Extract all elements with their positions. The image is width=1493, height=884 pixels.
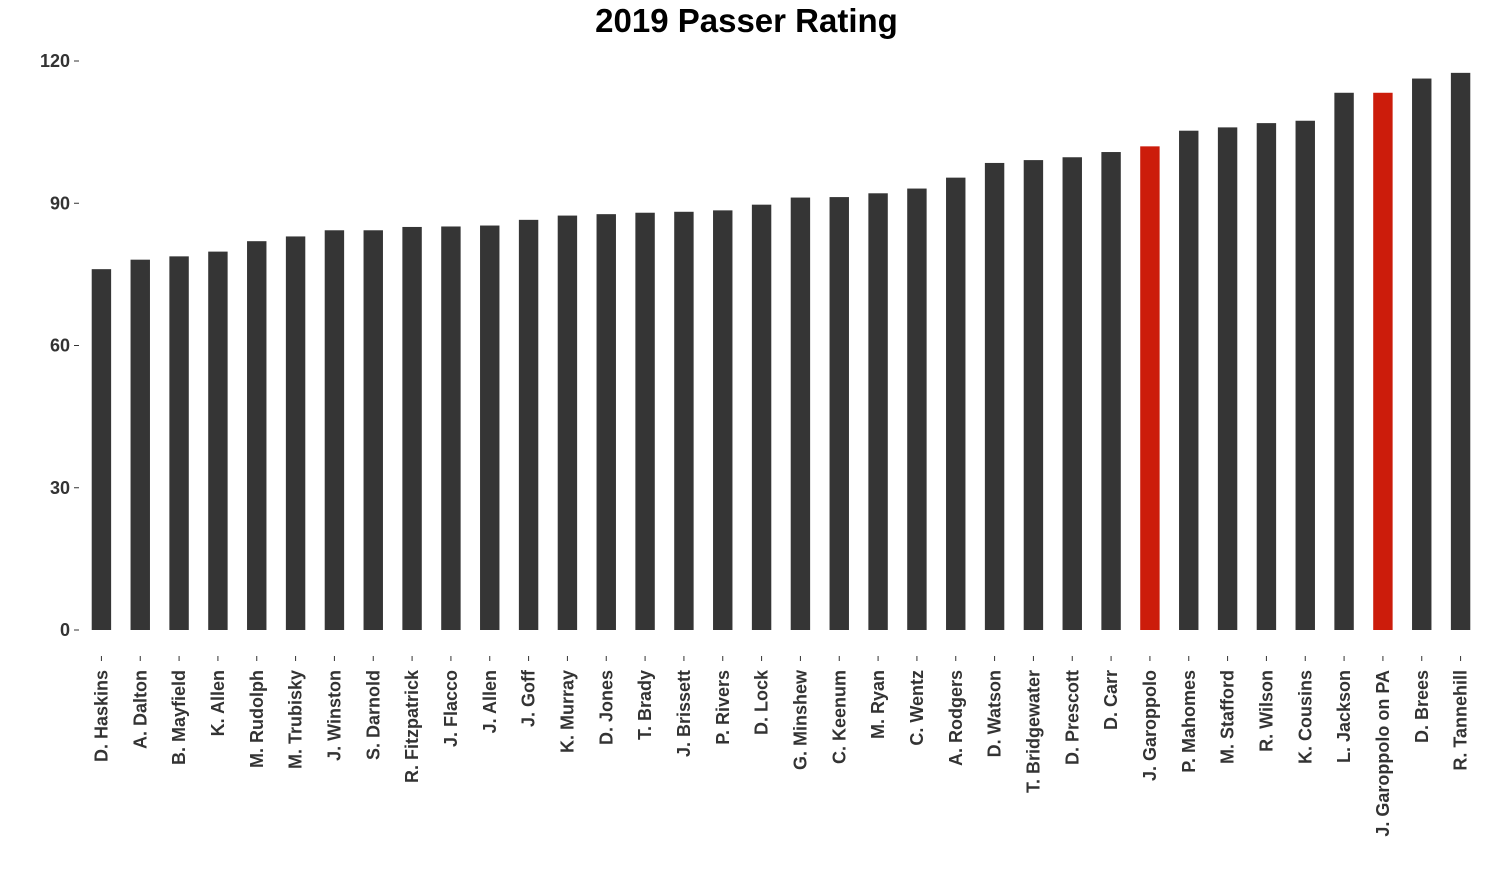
y-tick-label: 30	[50, 478, 70, 498]
bar-c-keenum	[829, 197, 849, 631]
x-tick-label: J. Winston	[324, 670, 344, 761]
y-tick-label: 90	[50, 193, 70, 213]
x-tick-label: A. Dalton	[130, 670, 150, 749]
bar-j-goff	[518, 219, 539, 631]
bar-k-allen	[208, 251, 228, 631]
bar-k-murray	[557, 215, 578, 630]
bar-p-mahomes	[1179, 130, 1199, 630]
x-tick-label: D. Watson	[985, 670, 1005, 757]
bar-d-lock	[751, 204, 772, 631]
bar-s-darnold	[363, 230, 383, 630]
bar-c-wentz	[907, 188, 927, 630]
bar-r-fitzpatrick	[402, 226, 422, 631]
bar-k-cousins	[1295, 120, 1315, 631]
x-tick-label: C. Wentz	[907, 670, 927, 746]
x-tick-label: C. Keenum	[829, 670, 849, 764]
x-tick-label: D. Jones	[596, 670, 616, 745]
x-tick-label: J. Flacco	[441, 670, 461, 747]
bar-m-ryan	[868, 193, 888, 631]
y-tick-label: 60	[50, 336, 70, 356]
y-axis: 0 30 60 90 120	[40, 51, 79, 640]
bar-d-haskins	[91, 269, 112, 630]
x-tick-label: K. Murray	[557, 670, 577, 753]
x-tick-label: J. Garoppolo	[1140, 670, 1160, 781]
bar-a-dalton	[130, 259, 150, 630]
bar-l-jackson	[1334, 92, 1354, 630]
chart-title: 2019 Passer Rating	[595, 2, 898, 39]
x-tick-label: R. Tannehill	[1451, 670, 1471, 771]
x-tick-label: P. Mahomes	[1179, 670, 1199, 773]
y-tick-label: 120	[40, 51, 70, 71]
bar-m-rudolph	[247, 241, 267, 630]
bar-j-garoppolo-on-pa	[1373, 92, 1393, 630]
x-tick-label: K. Cousins	[1295, 670, 1315, 764]
x-tick-label: M. Trubisky	[286, 670, 306, 769]
x-tick-label: J. Allen	[480, 670, 500, 733]
x-tick-label: P. Rivers	[713, 670, 733, 745]
x-tick-label: K. Allen	[208, 670, 228, 736]
bar-d-watson	[984, 162, 1005, 630]
x-tick-label: D. Prescott	[1062, 670, 1082, 765]
bar-t-brady	[635, 212, 655, 630]
x-axis: D. Haskins A. Dalton B. Mayfield K. Allen M.…	[91, 656, 1471, 837]
x-tick-label: M. Rudolph	[247, 670, 267, 768]
x-tick-label: T. Bridgewater	[1023, 670, 1043, 793]
x-tick-label: A. Rodgers	[946, 670, 966, 766]
x-tick-label: D. Haskins	[91, 670, 111, 762]
x-tick-label: T. Brady	[635, 670, 655, 740]
x-tick-label: D. Brees	[1412, 670, 1432, 743]
bar-j-garoppolo	[1140, 146, 1160, 630]
x-tick-label: L. Jackson	[1334, 670, 1354, 763]
bar-d-brees	[1412, 78, 1432, 630]
x-tick-label: M. Ryan	[868, 670, 888, 739]
bar-m-stafford	[1217, 127, 1238, 630]
bar-d-prescott	[1062, 157, 1082, 630]
x-tick-label: B. Mayfield	[169, 670, 189, 765]
x-tick-label: J. Garoppolo on PA	[1373, 670, 1393, 837]
bars-group	[91, 72, 1471, 631]
x-tick-label: R. Wilson	[1256, 670, 1276, 752]
bar-j-flacco	[441, 226, 461, 630]
x-tick-label: R. Fitzpatrick	[402, 669, 422, 783]
bar-d-jones	[596, 214, 616, 631]
x-tick-label: S. Darnold	[363, 670, 383, 760]
bar-a-rodgers	[946, 177, 966, 630]
bar-j-allen	[480, 225, 500, 630]
bar-r-tannehill	[1450, 72, 1471, 630]
bar-j-winston	[324, 230, 345, 630]
bar-j-brissett	[674, 211, 694, 630]
y-tick-label: 0	[60, 620, 70, 640]
bar-r-wilson	[1256, 123, 1277, 630]
x-tick-label: J. Goff	[519, 669, 539, 727]
bar-t-bridgewater	[1023, 160, 1044, 630]
x-tick-label: M. Stafford	[1218, 670, 1238, 764]
bar-g-minshew	[790, 197, 811, 630]
bar-b-mayfield	[169, 256, 189, 630]
bar-p-rivers	[713, 210, 733, 631]
x-tick-label: D. Carr	[1101, 670, 1121, 730]
x-tick-label: D. Lock	[752, 669, 772, 735]
bar-d-carr	[1101, 152, 1121, 631]
bar-m-trubisky	[285, 236, 306, 631]
x-tick-label: J. Brissett	[674, 670, 694, 757]
x-tick-label: G. Minshew	[790, 669, 810, 770]
